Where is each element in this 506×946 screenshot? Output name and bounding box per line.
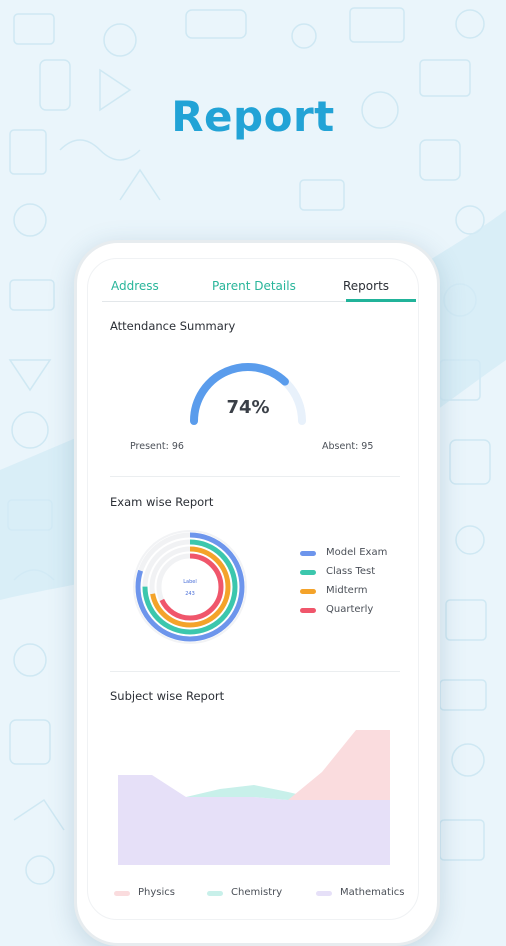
exam-radial-chart: Label 243 [133, 530, 247, 644]
legend-label: Midterm [326, 585, 368, 596]
area-series-physics [118, 730, 390, 800]
radial-ring-class-test [142, 539, 238, 635]
section-divider [110, 476, 400, 477]
legend-label: Class Test [326, 566, 376, 577]
gauge-value-arc [190, 363, 289, 425]
legend-label: Chemistry [231, 887, 283, 898]
legend-label: Quarterly [326, 604, 374, 615]
present-count: Present: 96 [130, 441, 184, 452]
gauge-percent-label: 74% [226, 397, 269, 418]
tab-address[interactable]: Address [111, 279, 159, 293]
page-title: Report [171, 92, 335, 141]
radial-ring-quarterly [156, 553, 224, 621]
legend-swatch [207, 891, 223, 896]
active-tab-indicator [346, 299, 416, 302]
legend-label: Mathematics [340, 887, 405, 898]
radial-center-value: 243 [185, 591, 195, 597]
subject-area-chart [118, 730, 390, 865]
legend-swatch [300, 589, 316, 594]
area-series-chemistry [118, 775, 390, 800]
area-series-mathematics [118, 775, 390, 865]
radial-ring-midterm [149, 546, 231, 628]
radial-center-label: Label [183, 579, 197, 585]
exam-wise-report-title: Exam wise Report [110, 495, 214, 509]
tab-bar: Address Parent Details Reports [102, 273, 416, 302]
legend-swatch [316, 891, 332, 896]
radial-ring-model-exam [135, 532, 245, 642]
legend-swatch [114, 891, 130, 896]
subject-wise-report-title: Subject wise Report [110, 689, 225, 703]
legend-swatch [300, 551, 316, 556]
legend-swatch [300, 570, 316, 575]
attendance-summary-title: Attendance Summary [110, 319, 236, 333]
tab-reports[interactable]: Reports [343, 279, 390, 293]
legend-label: Model Exam [326, 547, 388, 558]
legend-label: Physics [138, 887, 175, 898]
phone-screen: Address Parent Details Reports Attendanc… [87, 258, 419, 920]
legend-swatch [300, 608, 316, 613]
absent-count: Absent: 95 [322, 441, 374, 452]
section-divider [110, 671, 400, 672]
tab-parent-details[interactable]: Parent Details [212, 279, 296, 293]
attendance-gauge: 74% [190, 363, 306, 425]
